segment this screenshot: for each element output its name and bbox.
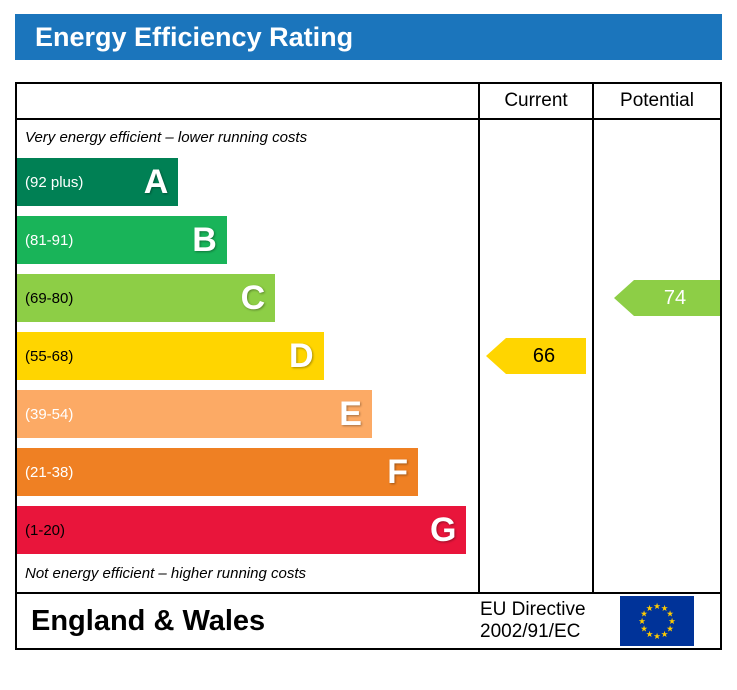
page: Energy Efficiency Rating Current Potenti… xyxy=(15,14,722,650)
band-row-f: (21-38) F xyxy=(17,448,419,496)
band-row-c: (69-80) C xyxy=(17,274,276,322)
svg-text:★: ★ xyxy=(646,604,654,614)
page-title: Energy Efficiency Rating xyxy=(15,14,722,60)
svg-text:★: ★ xyxy=(646,630,654,640)
potential-column: 74 xyxy=(594,120,720,592)
band-range-label: (55-68) xyxy=(25,347,74,365)
header-spacer-cell xyxy=(17,84,480,120)
potential-rating-value: 74 xyxy=(663,286,687,309)
band-letter: F xyxy=(387,453,409,491)
band-range-label: (81-91) xyxy=(25,231,74,249)
svg-text:★: ★ xyxy=(661,630,669,640)
svg-text:★: ★ xyxy=(666,625,674,635)
band-row-d: (55-68) D xyxy=(17,332,324,380)
band-row-e: (39-54) E xyxy=(17,390,372,438)
column-header-potential: Potential xyxy=(594,84,720,120)
current-column: 66 xyxy=(480,120,594,592)
current-rating-value: 66 xyxy=(532,344,556,367)
band-letter: D xyxy=(289,337,314,375)
rating-scale-column: Very energy efficient – lower running co… xyxy=(17,120,480,592)
band-row-a: (92 plus) A xyxy=(17,158,179,206)
band-row-g: (1-20) G xyxy=(17,506,467,554)
band-range-label: (92 plus) xyxy=(25,173,84,191)
band-range-label: (1-20) xyxy=(25,521,66,539)
eu-directive-label: EU Directive 2002/91/EC xyxy=(480,599,594,643)
svg-text:★: ★ xyxy=(640,610,648,620)
band-letter: B xyxy=(192,221,217,259)
svg-text:★: ★ xyxy=(653,632,661,642)
current-rating-arrow: 66 xyxy=(486,338,586,374)
footer: England & Wales EU Directive 2002/91/EC … xyxy=(17,592,720,648)
svg-text:★: ★ xyxy=(661,604,669,614)
band-letter: A xyxy=(143,163,169,201)
svg-text:★: ★ xyxy=(668,617,676,627)
band-range-label: (39-54) xyxy=(25,405,74,423)
svg-text:★: ★ xyxy=(653,602,661,612)
top-note: Very energy efficient – lower running co… xyxy=(25,129,308,146)
column-header-current: Current xyxy=(480,84,594,120)
eu-directive-line2: 2002/91/EC xyxy=(480,621,581,642)
band-row-b: (81-91) B xyxy=(17,216,227,264)
svg-text:★: ★ xyxy=(638,617,646,627)
eu-directive-line1: EU Directive xyxy=(480,599,586,620)
svg-text:★: ★ xyxy=(640,625,648,635)
bottom-note: Not energy efficient – higher running co… xyxy=(25,565,306,582)
potential-rating-arrow: 74 xyxy=(614,280,720,316)
eu-flag-icon: ★ ★ ★ ★ ★ ★ ★ ★ ★ ★ ★ ★ xyxy=(594,596,720,646)
band-letter: C xyxy=(240,279,266,317)
region-label: England & Wales xyxy=(31,604,266,637)
band-letter: G xyxy=(430,511,457,549)
band-letter: E xyxy=(339,395,362,433)
energy-rating-table: Current Potential Very energy efficient … xyxy=(15,82,722,650)
band-range-label: (69-80) xyxy=(25,289,74,307)
band-range-label: (21-38) xyxy=(25,463,74,481)
svg-text:★: ★ xyxy=(666,610,674,620)
